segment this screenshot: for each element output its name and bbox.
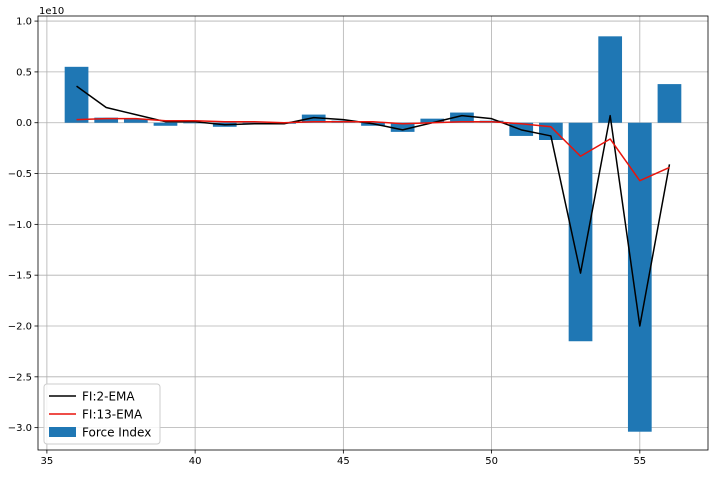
series-line-2 [76, 117, 670, 182]
force-index-bar [568, 122, 593, 342]
y-tick-label: −1.0 [8, 220, 32, 231]
legend-entry-label: FI:2-EMA [82, 390, 135, 404]
grid [38, 16, 708, 450]
y-tick-label: −2.0 [8, 322, 32, 333]
y-tick-label: 0.0 [16, 118, 32, 129]
legend-swatch-bar [49, 427, 76, 437]
series-line-1 [76, 85, 671, 327]
force-index-bar [627, 122, 652, 432]
y-tick-label: −2.5 [8, 372, 32, 383]
bars [64, 36, 682, 432]
force-index-bar [598, 36, 623, 123]
force-index-bar [64, 66, 89, 123]
x-tick-label: 50 [485, 456, 498, 467]
force-index-bar [657, 84, 682, 123]
force-index-bar [123, 118, 148, 123]
y-multiplier-label: 1e10 [39, 6, 64, 17]
y-tick-label: −0.5 [8, 169, 32, 180]
y-tick-label: −1.5 [8, 271, 32, 282]
legend: FI:2-EMA FI:13-EMA Force Index [43, 383, 161, 445]
force-index-bar [420, 118, 445, 123]
force-index-bar [153, 122, 178, 126]
x-tick-label: 40 [189, 456, 202, 467]
y-tick-label: 1.0 [16, 17, 32, 28]
x-tick-label: 45 [337, 456, 350, 467]
y-tick-label: 0.5 [16, 67, 32, 78]
force-index-bar [390, 122, 415, 132]
x-tick-label: 55 [633, 456, 646, 467]
lines [76, 85, 671, 327]
legend-entry-label: FI:13-EMA [82, 408, 143, 422]
force-index-bar [301, 114, 326, 123]
legend-entry-label: Force Index [82, 426, 151, 440]
y-tick-label: −3.0 [8, 423, 32, 434]
ticks: 35 40 45 50 55 −3.0 −2.5 −2.0 −1.5 −1.0 −0.5 0.0 0.5… [8, 17, 646, 467]
force-index-bar [94, 117, 119, 123]
plot-frame [37, 15, 709, 451]
force-index-bar [450, 112, 474, 123]
x-tick-label: 35 [41, 456, 54, 467]
force-index-bar [539, 122, 563, 140]
force-index-bar [183, 122, 207, 124]
